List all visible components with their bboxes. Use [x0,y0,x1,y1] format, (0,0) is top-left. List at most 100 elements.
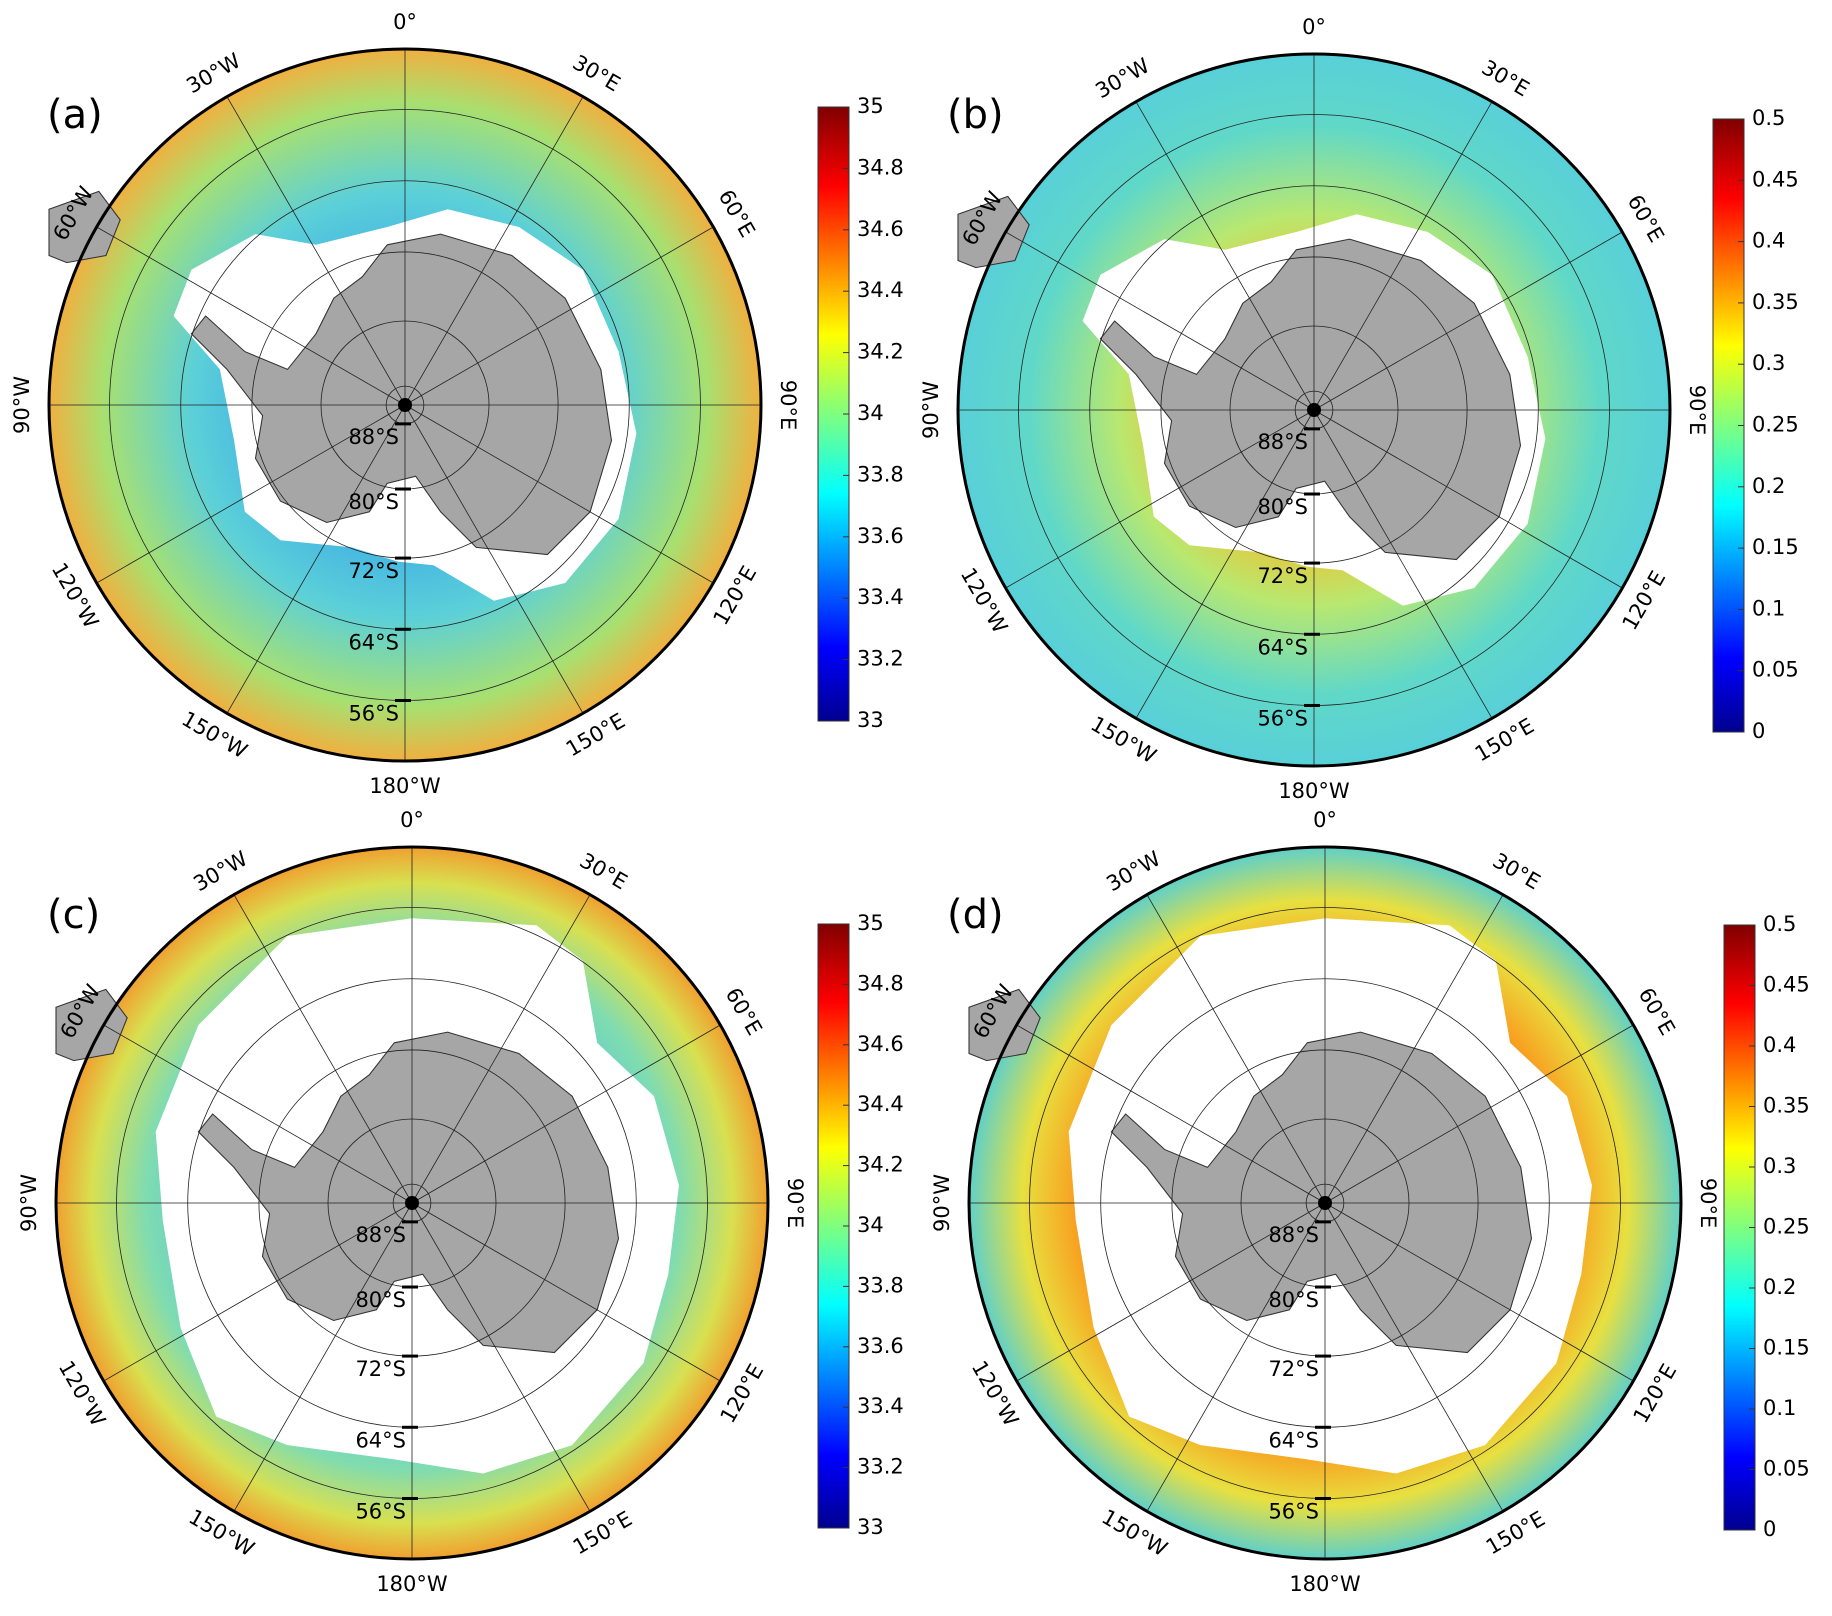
latitude-label: 72°S [1268,1357,1319,1381]
latitude-label: 64°S [348,630,399,654]
meridian [1313,409,1493,719]
meridian [1016,1202,1326,1382]
longitude-label: 180°W [1289,1572,1361,1596]
longitude-label: 30°E [1489,848,1545,894]
colorbar-tick-label: 0.4 [1763,1033,1796,1057]
meridian [1324,894,1504,1204]
meridian [1146,1202,1326,1512]
colorbar-tick-label: 0.25 [1752,413,1799,437]
map-frame [956,52,1672,768]
colorbar-tick-label: 0.05 [1752,658,1799,682]
map-frame [54,845,770,1561]
meridian [103,1202,413,1382]
colorbar-tick-label: 34.4 [857,1092,904,1116]
meridian [1135,101,1315,411]
colorbar-tick-label: 0.15 [1752,535,1799,559]
map-panel: 0°30°E60°E90°E120°E150°E180°W150°W120°W9… [930,808,1810,1596]
longitude-label: 90°E [1685,385,1709,436]
meridian [96,226,406,406]
panel-label: (b) [947,92,1004,138]
colorbar-tick-label: 0.1 [1752,596,1785,620]
pole-marker [1307,403,1321,417]
panel-label: (c) [47,892,100,938]
longitude-label: 90°E [783,1178,807,1229]
colorbar-tick-label: 0.3 [1752,351,1785,375]
colorbar-tick-label: 0.45 [1752,167,1799,191]
colorbar-tick-label: 33.2 [857,647,904,671]
colorbar-tick-label: 33 [857,708,884,732]
colorbar-tick-label: 34 [857,401,884,425]
meridian [1324,1024,1634,1204]
meridian [404,226,714,406]
panel-label: (d) [947,892,1004,938]
meridian [411,894,591,1204]
longitude-label: 60°E [721,984,767,1040]
longitude-label: 60°E [714,186,760,242]
meridian [411,1202,591,1512]
longitude-label: 90°W [10,376,34,434]
colorbar-tick-label: 0.2 [1752,474,1785,498]
latitude-label: 88°S [355,1223,406,1247]
pole-marker [398,398,412,412]
colorbar-tick-label: 34.8 [857,155,904,179]
latitude-label: 80°S [355,1288,406,1312]
latitude-label: 64°S [1257,635,1308,659]
longitude-label: 180°W [376,1572,448,1596]
colorbar-tick-label: 33 [857,1515,884,1539]
colorbar-tick-label: 33.4 [857,585,904,609]
longitude-label: 30°E [576,848,632,894]
colorbar-tick-label: 0.4 [1752,229,1785,253]
latitude-label: 56°S [1268,1499,1319,1523]
colorbar-tick-label: 0.35 [1752,290,1799,314]
meridian [1324,1202,1634,1382]
longitude-label: 0° [1313,808,1337,832]
latitude-label: 56°S [1257,706,1308,730]
colorbar-tick-label: 34.8 [857,971,904,995]
meridian [233,894,413,1204]
longitude-label: 90°E [1696,1178,1720,1229]
colorbar-tick-label: 0.25 [1763,1215,1810,1239]
longitude-label: 0° [393,10,417,34]
colorbar-tick-label: 33.6 [857,524,904,548]
colorbar-tick-label: 0.45 [1763,973,1810,997]
longitude-label: 30°E [569,50,625,96]
meridian [1313,101,1493,411]
latitude-label: 56°S [348,701,399,725]
colorbar-tick-label: 0 [1752,719,1765,743]
meridian [96,404,406,584]
meridian [226,96,406,406]
latitude-label: 80°S [348,490,399,514]
colorbar-tick-label: 34 [857,1213,884,1237]
map-panel: 0°30°E60°E90°E120°E150°E180°W150°W120°W9… [10,10,904,798]
colorbar-tick-label: 0.1 [1763,1396,1796,1420]
meridian [404,96,584,406]
longitude-label: 30°E [1478,55,1534,101]
meridian [1005,409,1315,589]
meridian [404,404,714,584]
longitude-label: 90°E [776,380,800,431]
colorbar-tick-label: 0.3 [1763,1154,1796,1178]
longitude-label: 60°E [1634,984,1680,1040]
colorbar-tick-label: 34.6 [857,1032,904,1056]
colorbar-tick-label: 0.5 [1763,912,1796,936]
longitude-label: 90°W [919,381,943,439]
latitude-label: 80°S [1268,1288,1319,1312]
latitude-label: 88°S [348,425,399,449]
panel-label: (a) [47,92,103,138]
meridian [1324,1202,1504,1512]
meridian [103,1024,413,1204]
colorbar-tick-label: 0.5 [1752,106,1785,130]
map-frame [967,845,1683,1561]
longitude-label: 180°W [369,774,441,798]
longitude-label: 0° [400,808,424,832]
colorbar-tick-label: 0.15 [1763,1336,1810,1360]
colorbar-tick-label: 33.2 [857,1455,904,1479]
latitude-label: 88°S [1268,1223,1319,1247]
colorbar-tick-label: 34.2 [857,340,904,364]
colorbar-tick-label: 33.8 [857,1273,904,1297]
map-panel: 0°30°E60°E90°E120°E150°E180°W150°W120°W9… [17,808,904,1596]
colorbar-tick-label: 34.6 [857,217,904,241]
meridian [1005,231,1315,411]
meridian [1135,409,1315,719]
